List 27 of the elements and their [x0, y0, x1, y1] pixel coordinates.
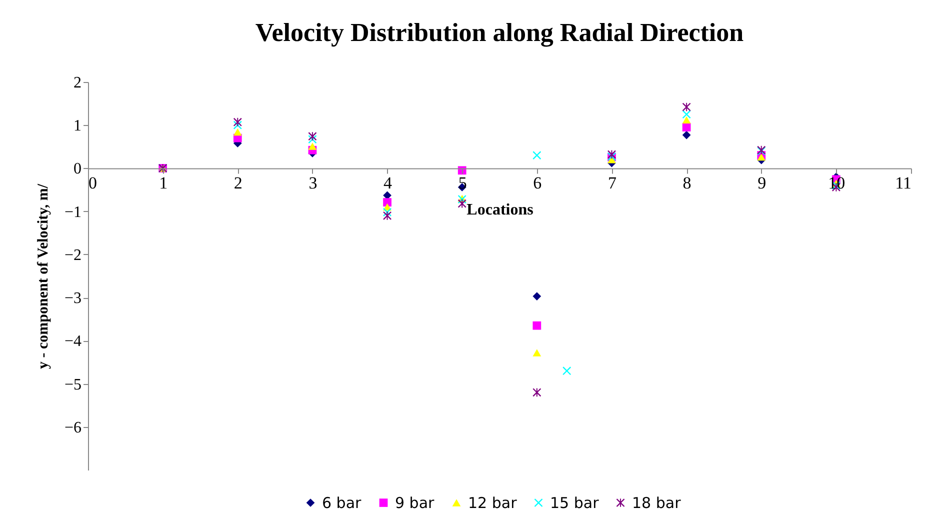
y-tick-label: 2: [74, 74, 82, 92]
y-tick-label: 0: [74, 160, 82, 178]
x-axis-title: Locations: [466, 202, 534, 219]
legend-label: 12 bar: [468, 494, 518, 512]
y-tick-label: −2: [64, 246, 82, 264]
y-tick-label: −1: [64, 204, 82, 221]
x-tick-label: 1: [159, 174, 168, 193]
y-tick-label: −5: [64, 376, 82, 394]
x-tick-label: 11: [895, 174, 912, 193]
legend-label: 18 bar: [632, 494, 682, 512]
x-tick-label: 6: [533, 174, 542, 193]
x-tick-label: 7: [608, 174, 617, 193]
x-tick-label: 3: [308, 174, 318, 193]
legend-label: 6 bar: [322, 494, 362, 512]
x-tick-label: 2: [234, 174, 242, 193]
chart-title: Velocity Distribution along Radial Direction: [255, 18, 744, 47]
y-tick-label: −4: [64, 333, 82, 350]
y-tick-label: 1: [74, 118, 82, 135]
x-tick-label: 0: [88, 174, 97, 193]
y-tick-label: −3: [64, 290, 82, 308]
x-tick-label: 8: [682, 174, 692, 193]
legend-label: 15 bar: [550, 494, 600, 512]
legend-label: 9 bar: [395, 494, 436, 512]
x-tick-label: 9: [758, 174, 766, 193]
x-tick-label: 4: [384, 174, 393, 193]
y-tick-label: −6: [64, 419, 82, 436]
y-axis-title: y - component of Velocity, m/: [35, 183, 52, 369]
